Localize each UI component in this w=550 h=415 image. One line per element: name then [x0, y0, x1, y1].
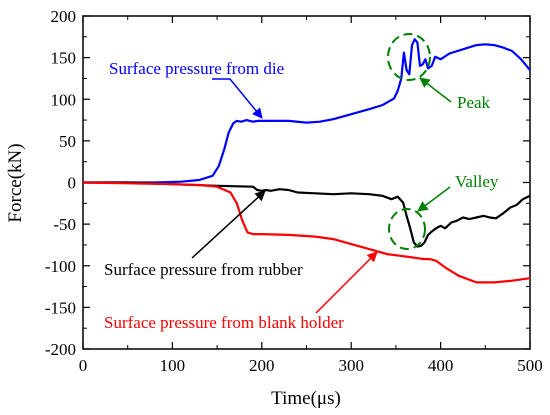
x-tick-label: 0 [79, 356, 88, 375]
annotation-rubber-arrow [191, 190, 266, 259]
series-line-die [83, 38, 530, 184]
annotation-blank-holder: Surface pressure from blank holder [104, 313, 344, 332]
annotation-peak: Peak [457, 93, 491, 112]
annotation-die-arrow [212, 78, 263, 119]
x-tick-label: 200 [249, 356, 275, 375]
y-tick-label: -50 [53, 215, 76, 234]
y-tick-label: 100 [51, 90, 77, 109]
annotation-valley: Valley [455, 172, 499, 191]
series-lines [83, 38, 530, 284]
series-line-blank-holder [83, 181, 530, 284]
valley-marker [388, 208, 426, 250]
y-tick-label: 200 [51, 7, 77, 26]
y-tick-label: 50 [59, 132, 76, 151]
annotation-peak-arrow [419, 77, 452, 103]
series-line-rubber [83, 181, 530, 248]
y-tick-label: -200 [45, 340, 76, 359]
y-tick-label: -150 [45, 298, 76, 317]
x-tick-label: 300 [338, 356, 364, 375]
annotation-blank-holder-arrow [315, 251, 378, 314]
y-tick-label: 150 [51, 49, 77, 68]
annotation-rubber: Surface pressure from rubber [104, 260, 303, 279]
y-axis-title: Force(kN) [5, 143, 26, 222]
x-tick-label: 100 [160, 356, 186, 375]
peak-marker [387, 33, 431, 81]
axis-ticks [82, 15, 531, 350]
y-tick-label: 0 [68, 174, 77, 193]
x-tick-label: 500 [517, 356, 543, 375]
annotation-valley-arrow [417, 186, 451, 212]
y-tick-label: -100 [45, 257, 76, 276]
x-axis-title: Time(μs) [271, 388, 341, 409]
tick-labels: 0 100 200 300 400 500 -200 -150 -100 -50 0 50 100 150… [45, 7, 543, 375]
x-tick-label: 400 [428, 356, 454, 375]
annotation-die: Surface pressure from die [109, 59, 284, 78]
